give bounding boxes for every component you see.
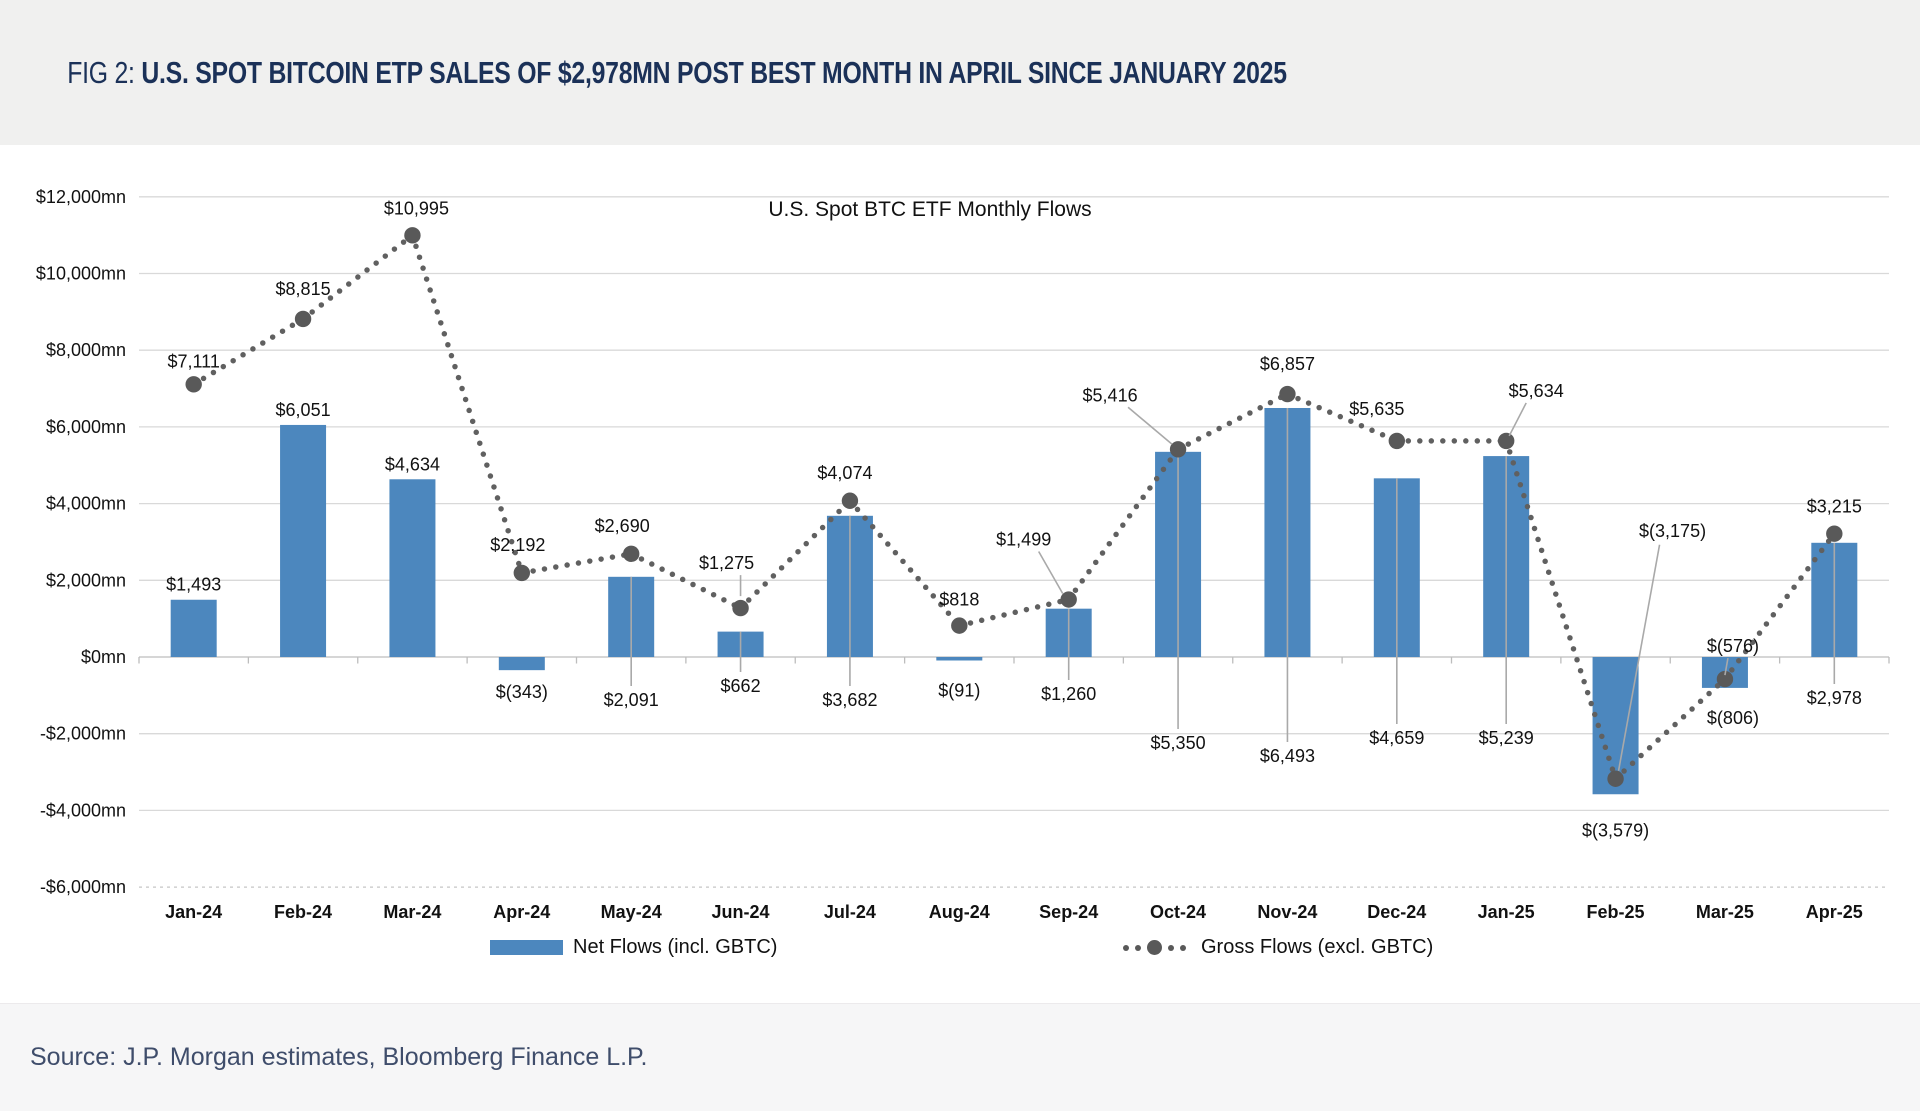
bar-label: $1,493 [166,575,221,595]
bar-label: $(3,579) [1582,820,1649,840]
line-dot [1498,433,1514,449]
line-dot [842,493,858,509]
bar-label: $3,682 [822,690,877,710]
chart-title: U.S. Spot BTC ETF Monthly Flows [768,198,1091,222]
bar-label: $662 [721,676,761,696]
y-axis-label: -$4,000mn [40,800,126,820]
line-dot [295,311,311,327]
line-label: $10,995 [384,198,449,218]
line-label: $5,634 [1509,381,1564,401]
line-label: $7,111 [167,351,219,371]
y-axis-label: $6,000mn [46,417,126,437]
y-axis-label: $12,000mn [36,187,126,207]
figure-title-text: U.S. SPOT BITCOIN ETP SALES OF $2,978MN … [141,55,1286,90]
bar [389,479,435,657]
bar-label: $(343) [496,682,548,702]
y-axis-label: $8,000mn [46,340,126,360]
line-dot [732,600,748,616]
month-label: Oct-24 [1150,902,1206,922]
line-dot [1060,591,1076,607]
line-label: $5,635 [1349,399,1404,419]
month-label: Dec-24 [1367,902,1426,922]
y-axis-label: $4,000mn [46,494,126,514]
line-dot [1389,433,1405,449]
bar-label: $4,659 [1369,728,1424,748]
month-label: Mar-24 [383,902,441,922]
bar [499,657,545,670]
line-dot [185,376,201,392]
line-label: $2,192 [490,535,545,555]
y-axis-label: $0mn [81,647,126,667]
y-axis-label: -$6,000mn [40,877,126,897]
line-label: $818 [939,590,979,610]
line-label-leader [1509,403,1526,436]
flows-chart: $12,000mn $10,000mn $8,000mn $6,000mn $4,000… [0,145,1920,1003]
dotted-line-segment [522,554,631,573]
line-label: $1,275 [699,553,754,573]
y-axis-label: $2,000mn [46,570,126,590]
month-label: Apr-25 [1806,902,1863,922]
line-label: $5,416 [1083,385,1138,405]
y-axis-label: -$2,000mn [40,724,126,744]
line-label: $6,857 [1260,354,1315,374]
figure-label: FIG 2: [67,55,134,90]
bar [280,425,326,657]
line-label-leader [1128,407,1172,444]
line-dot [1279,386,1295,402]
chart-area: $12,000mn $10,000mn $8,000mn $6,000mn $4,000… [0,145,1920,1003]
month-label: Aug-24 [929,902,990,922]
bar-label: $2,978 [1807,688,1862,708]
month-label: Jan-25 [1478,902,1535,922]
month-label: May-24 [601,902,662,922]
y-axis-label: $10,000mn [36,264,126,284]
month-label: Feb-24 [274,902,332,922]
line-dot [404,227,420,243]
bar-label: $5,350 [1151,733,1206,753]
month-label: Sep-24 [1039,902,1098,922]
line-label: $1,499 [996,530,1051,550]
bar-label: $5,239 [1479,728,1534,748]
line-label: $8,815 [276,279,331,299]
month-label: Jul-24 [824,902,876,922]
bar-label: $(806) [1707,708,1759,728]
figure-header: FIG 2: U.S. SPOT BITCOIN ETP SALES OF $2… [0,0,1920,145]
line-dot [951,617,967,633]
source-text: Source: J.P. Morgan estimates, Bloomberg… [0,1043,647,1072]
month-label: Nov-24 [1257,902,1317,922]
month-label: Jun-24 [712,902,770,922]
bar-label: $2,091 [604,690,659,710]
line-label: $(576) [1707,636,1759,656]
line-dot [623,546,639,562]
dotted-line-segment [303,235,412,319]
month-label: Feb-25 [1587,902,1645,922]
line-dot [1826,526,1842,542]
line-label: $2,690 [595,516,650,536]
line-label: $3,215 [1807,497,1862,517]
bar-label: $6,051 [276,400,331,420]
bar-label: $(91) [938,680,980,700]
line-dot [514,565,530,581]
bar-label: $6,493 [1260,746,1315,766]
line-label: $4,074 [817,463,872,483]
bar-label: $1,260 [1041,684,1096,704]
line-label: $(3,175) [1639,521,1706,541]
line-label-leader [1039,552,1063,594]
bar-label: $4,634 [385,454,440,474]
month-label: Apr-24 [493,902,550,922]
source-footer: Source: J.P. Morgan estimates, Bloomberg… [0,1003,1920,1111]
month-label: Jan-24 [165,902,222,922]
bar [936,657,982,660]
bar [171,600,217,657]
line-dot [1607,771,1623,787]
figure-title: FIG 2: U.S. SPOT BITCOIN ETP SALES OF $2… [0,55,1287,91]
month-label: Mar-25 [1696,902,1754,922]
